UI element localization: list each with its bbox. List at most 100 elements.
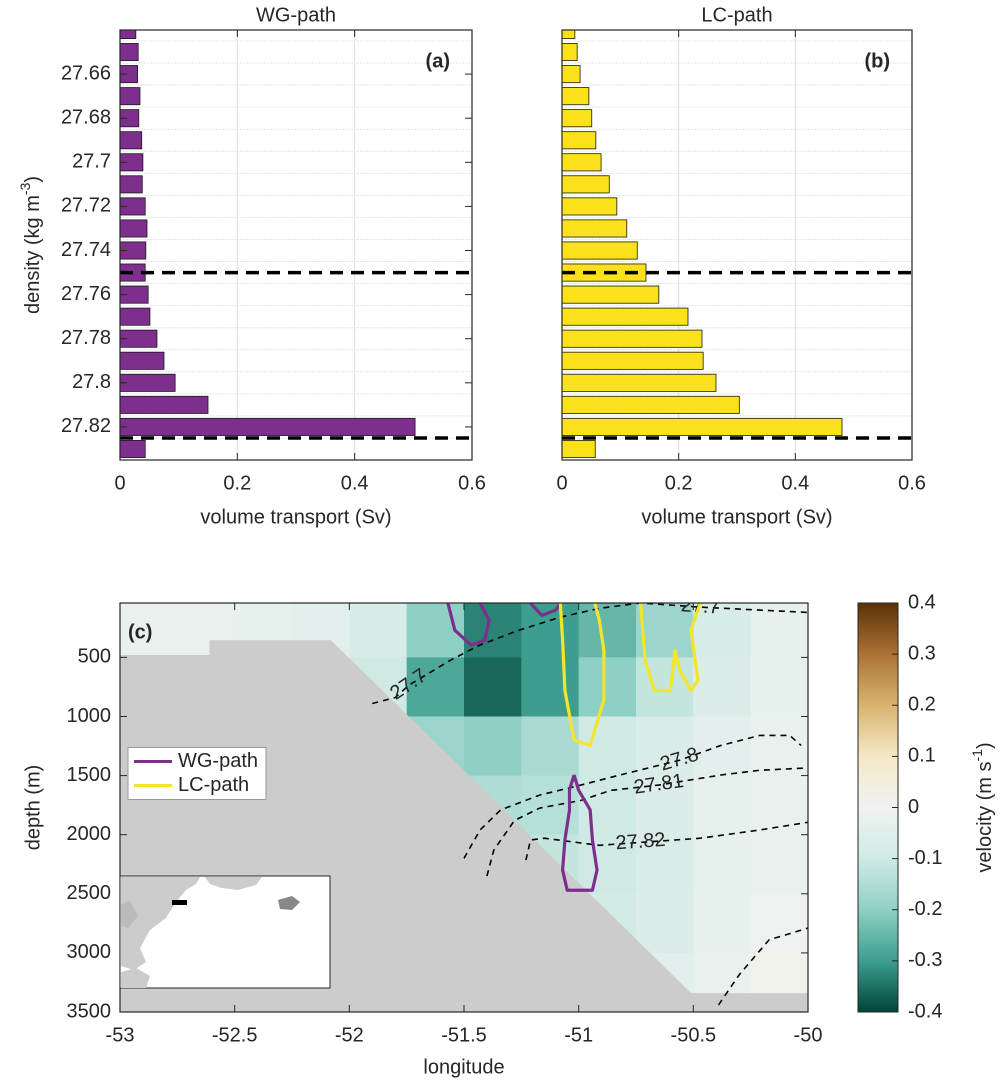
heatmap-cell [693, 603, 752, 658]
contour-label: 27.7 [680, 594, 720, 618]
heatmap-cell [521, 603, 580, 658]
bar [562, 43, 578, 62]
bar [562, 307, 689, 326]
y-tick-label: 2500 [67, 882, 112, 904]
heatmap-cell [406, 657, 465, 717]
heatmap-cell [349, 603, 408, 658]
heatmap-cell [636, 716, 694, 777]
panel-label: (c) [128, 621, 152, 643]
y-tick-label: 500 [78, 646, 111, 668]
heatmap-cell [750, 775, 808, 836]
x-tick-label: 0 [556, 472, 567, 494]
y-axis-label: depth (m) [22, 765, 44, 851]
inset-land [121, 968, 150, 988]
axes-frame [561, 29, 913, 461]
x-tick-label: -50 [794, 1024, 823, 1046]
axis-label: velocity (m s-1) [969, 742, 997, 872]
bar [120, 219, 148, 238]
axis-label-sup: -3 [17, 182, 33, 195]
bar [120, 373, 176, 392]
plot-area [120, 30, 472, 460]
bar [562, 395, 740, 414]
y-tick-label: 2000 [67, 823, 112, 845]
axes-frame [119, 29, 473, 461]
inset-marker [172, 900, 187, 905]
heatmap-cell [521, 657, 580, 717]
plot-area [562, 30, 912, 460]
bar [562, 109, 593, 128]
bar [120, 30, 137, 40]
axis-label-sup: -1 [969, 749, 985, 762]
bar [562, 153, 602, 172]
axis-label: density (kg m-3) [17, 176, 45, 314]
bar [562, 417, 843, 436]
heatmap-cell [636, 893, 694, 954]
y-tick-label: 3000 [67, 941, 112, 963]
x-tick-label: 0.4 [341, 472, 369, 494]
y-tick-label: 27.66 [61, 62, 111, 84]
x-tick-label: -52 [335, 1024, 364, 1046]
inset-map [119, 875, 331, 989]
panel-label: (b) [864, 50, 890, 72]
path-outline [561, 774, 599, 892]
inset-land [121, 877, 200, 970]
x-tick-label: 0 [114, 472, 125, 494]
bar [562, 241, 638, 260]
legend-label: LC-path [178, 774, 249, 796]
y-tick-label: 27.72 [61, 195, 111, 217]
axis-label-part: ) [974, 742, 996, 749]
bar [120, 87, 141, 106]
heatmap-cell [750, 657, 808, 717]
x-tick-label: -51 [564, 1024, 593, 1046]
heatmap-cell [578, 716, 637, 777]
bar [120, 329, 158, 348]
colorbar-tick-label: 0 [908, 796, 919, 818]
y-tick-label: 1500 [67, 764, 112, 786]
x-tick-label: 0.6 [458, 472, 486, 494]
inset-land [205, 877, 262, 890]
legend-label: WG-path [178, 750, 258, 772]
bar [120, 351, 165, 370]
bar [562, 351, 704, 370]
heatmap-cell [636, 834, 694, 895]
y-tick-label: 27.68 [61, 106, 111, 128]
contour-line [525, 821, 808, 861]
bar [562, 219, 628, 238]
colorbar [857, 602, 899, 1013]
bar [120, 395, 209, 414]
y-tick-label: 27.7 [72, 151, 111, 173]
path-outline [446, 603, 491, 647]
y-tick-label: 3500 [67, 1000, 112, 1022]
y-tick-label: 27.78 [61, 327, 111, 349]
colorbar-tick-label: -0.2 [908, 898, 942, 920]
heatmap-cell [464, 657, 522, 717]
contour-label: 27.82 [615, 829, 666, 854]
bar [562, 439, 596, 458]
y-tick-label: 27.74 [61, 239, 111, 261]
axis-label-part: density (kg m [22, 195, 44, 314]
bar [562, 197, 618, 216]
bar [120, 131, 143, 150]
bar [562, 87, 590, 106]
bar [562, 373, 717, 392]
colorbar-tick-label: 0.3 [908, 642, 936, 664]
bar [120, 439, 146, 458]
bar [120, 175, 143, 194]
x-tick-label: -53 [106, 1024, 135, 1046]
bar [120, 417, 416, 436]
bar [562, 30, 576, 40]
contour-line [717, 927, 808, 1006]
heatmap-cell [750, 603, 808, 658]
heatmap-cell [120, 603, 178, 658]
heatmap-cell [693, 834, 752, 895]
colorbar-tick-label: 0.4 [908, 591, 936, 613]
y-tick-label: 1000 [67, 705, 112, 727]
bar [120, 109, 140, 128]
x-tick-label: 0.4 [781, 472, 809, 494]
path-outline [638, 603, 702, 693]
bar [562, 329, 703, 348]
legend-frame [127, 747, 267, 800]
heatmap-cell [636, 657, 694, 717]
bar [562, 65, 581, 84]
